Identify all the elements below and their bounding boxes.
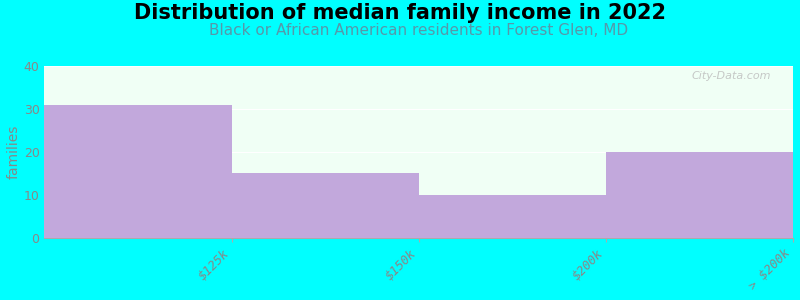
- Text: Distribution of median family income in 2022: Distribution of median family income in …: [134, 3, 666, 23]
- Title: Black or African American residents in Forest Glen, MD: Black or African American residents in F…: [209, 23, 628, 38]
- Text: City-Data.com: City-Data.com: [691, 71, 770, 81]
- Y-axis label: families: families: [7, 125, 21, 179]
- Bar: [232, 173, 418, 238]
- Bar: [418, 195, 606, 238]
- Bar: [45, 105, 232, 238]
- Bar: [606, 152, 793, 238]
